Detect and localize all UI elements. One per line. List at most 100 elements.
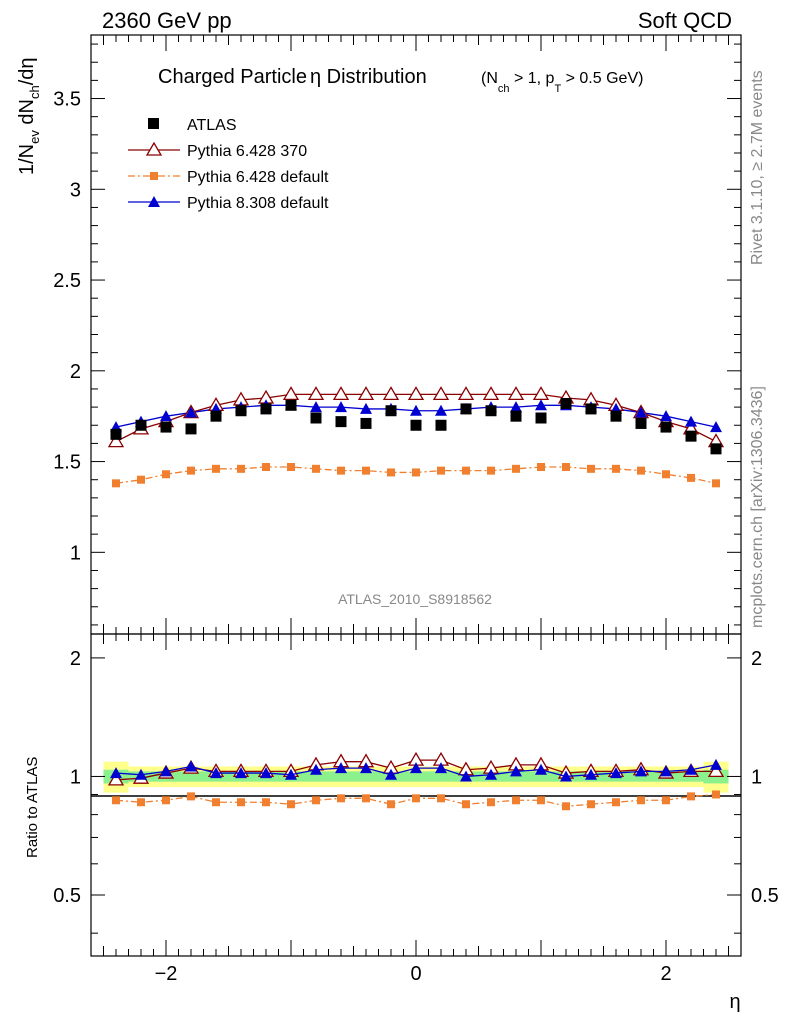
ratio-point-pythia-6-428-default (637, 796, 645, 805)
ratio-point-pythia-8-308-default (335, 762, 347, 774)
ratio-point-pythia-6-428-default (437, 794, 445, 803)
main-point-atlas (685, 430, 697, 442)
ratio-y-label: Ratio to ATLAS (24, 757, 41, 858)
main-point-pythia-6-428-default (137, 475, 145, 484)
main-point-pythia-6-428-default (312, 464, 320, 473)
main-point-pythia-6-428-default (512, 464, 520, 473)
ratio-band-inner (403, 771, 429, 782)
ratio-point-pythia-6-428-default (312, 796, 320, 805)
ratio-point-pythia-8-308-default (110, 767, 122, 779)
main-point-atlas (310, 412, 322, 424)
ratio-point-pythia-8-308-default (410, 762, 422, 774)
main-point-pythia-6-428-default (687, 473, 695, 482)
main-point-pythia-8-308-default (360, 402, 372, 414)
legend-marker-pythia6-default (150, 172, 158, 180)
main-point-atlas (335, 416, 347, 428)
main-point-atlas (635, 417, 647, 429)
main-point-atlas (560, 397, 572, 409)
main-panel: 1 1.5 2 2.5 3 3.5 Charged Particle η Distribut… (16, 34, 742, 635)
legend-label-pythia6-default: Pythia 6.428 default (187, 169, 329, 186)
ratio-point-pythia-8-308-default (260, 767, 272, 779)
main-point-pythia-6-428-370 (432, 386, 450, 401)
main-point-pythia-6-428-370 (382, 386, 400, 401)
legend-label-pythia8-default: Pythia 8.308 default (187, 195, 329, 212)
main-point-pythia-8-308-default (535, 399, 547, 411)
ratio-point-pythia-6-428-default (387, 800, 395, 809)
main-point-pythia-8-308-default (710, 421, 722, 433)
main-point-pythia-6-428-default (337, 466, 345, 475)
ratio-point-pythia-6-428-default (512, 796, 520, 805)
ratio-point-pythia-6-428-default (662, 796, 670, 805)
ratio-y-tick-label: 0.5 (53, 885, 81, 907)
ratio-point-pythia-6-428-default (187, 792, 195, 801)
main-point-pythia-6-428-370 (282, 386, 300, 401)
analysis-watermark: ATLAS_2010_S8918562 (338, 591, 492, 607)
main-point-pythia-6-428-370 (107, 433, 125, 448)
ratio-band-inner (328, 771, 354, 782)
main-point-atlas (510, 410, 522, 422)
main-point-pythia-6-428-default (637, 466, 645, 475)
main-y-tick-label: 2.5 (53, 270, 81, 292)
main-point-pythia-8-308-default (185, 406, 197, 418)
ratio-point-pythia-8-308-default (310, 763, 322, 775)
main-point-atlas (410, 419, 422, 431)
main-point-pythia-6-428-default (237, 464, 245, 473)
main-point-atlas (185, 423, 197, 435)
main-point-pythia-6-428-370 (407, 386, 425, 401)
ratio-point-pythia-6-428-default (562, 802, 570, 811)
main-point-atlas (135, 419, 147, 431)
ratio-band-inner (503, 771, 529, 782)
ratio-y-tick-label-right: 0.5 (751, 885, 779, 907)
ratio-points-pythia-6-428-default (112, 790, 720, 811)
ratio-point-pythia-6-428-370 (707, 763, 725, 778)
ratio-y-tick-label: 2 (70, 648, 81, 670)
ratio-series (107, 751, 725, 811)
rivet-label: Rivet 3.1.10, ≥ 2.7M events (749, 70, 766, 265)
ratio-point-pythia-8-308-default (660, 765, 672, 777)
main-point-pythia-6-428-default (187, 466, 195, 475)
main-point-pythia-8-308-default (310, 401, 322, 413)
ratio-point-pythia-6-428-default (537, 796, 545, 805)
main-y-tick-label: 3 (70, 179, 81, 201)
ratio-point-pythia-6-428-default (462, 800, 470, 809)
main-title: Charged Particle η Distribution (158, 66, 427, 88)
main-point-pythia-8-308-default (660, 410, 672, 422)
ratio-band-inner (303, 771, 329, 782)
ratio-point-pythia-8-308-default (385, 768, 397, 780)
main-point-pythia-6-428-default (262, 463, 270, 472)
ratio-point-pythia-6-428-default (337, 794, 345, 803)
main-point-atlas (160, 421, 172, 433)
ratio-band-inner (178, 771, 204, 782)
main-point-atlas (710, 443, 722, 455)
ratio-points-pythia-8-308-default (110, 758, 722, 782)
main-y-label: 1/Nev dNch/dη (16, 57, 42, 175)
ratio-band-inner (528, 771, 554, 782)
main-y-tick-label: 2 (70, 361, 81, 383)
main-points-pythia-6-428-default (112, 463, 720, 488)
main-point-pythia-8-308-default (335, 401, 347, 413)
ratio-y-tick-label-right: 1 (751, 766, 762, 788)
ratio-point-pythia-8-308-default (360, 762, 372, 774)
main-point-atlas (485, 405, 497, 417)
main-point-pythia-6-428-default (462, 466, 470, 475)
legend-marker-pythia6-370 (145, 141, 163, 156)
main-point-pythia-8-308-default (510, 401, 522, 413)
main-point-pythia-6-428-370 (507, 386, 525, 401)
header-right: Soft QCD (638, 8, 732, 33)
main-point-atlas (460, 403, 472, 415)
main-point-pythia-8-308-default (160, 410, 172, 422)
legend: ATLAS Pythia 6.428 370 Pythia 6.428 defa… (128, 117, 329, 212)
ratio-band-inner (428, 771, 454, 782)
x-tick-label: 2 (660, 963, 671, 985)
main-point-pythia-6-428-default (362, 466, 370, 475)
ratio-point-pythia-8-308-default (535, 763, 547, 775)
x-axis-label: η (729, 991, 740, 1013)
main-point-pythia-6-428-370 (332, 386, 350, 401)
main-point-pythia-6-428-default (387, 468, 395, 477)
main-point-atlas (435, 419, 447, 431)
header-left: 2360 GeV pp (102, 8, 232, 33)
ratio-band-inner (353, 771, 379, 782)
main-point-pythia-6-428-default (712, 479, 720, 488)
ratio-point-pythia-8-308-default (210, 767, 222, 779)
